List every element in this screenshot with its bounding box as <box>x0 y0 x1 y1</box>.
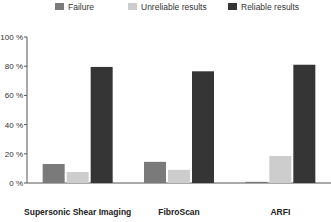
legend-label: Unreliable results <box>141 2 207 12</box>
y-tick-label: 100 % <box>0 33 23 42</box>
bar <box>144 162 166 183</box>
category-label: FibroScan <box>158 207 200 217</box>
y-tick-label: 0 % <box>9 179 23 188</box>
bars <box>43 65 316 183</box>
y-axis <box>27 37 28 183</box>
bar <box>245 182 267 183</box>
bar <box>168 170 190 183</box>
bar <box>91 67 113 183</box>
legend-swatch <box>128 3 137 10</box>
legend-swatch <box>228 3 237 10</box>
y-tick-label: 60 % <box>5 91 23 100</box>
legend-label: Failure <box>68 2 94 12</box>
y-tick-label: 80 % <box>5 62 23 71</box>
legend-label: Reliable results <box>241 2 299 12</box>
chart-svg: 0 % 20 % 40 % 60 % 80 % 100 % Supersonic Shear… <box>0 0 331 222</box>
category-label: ARFI <box>270 207 290 217</box>
bar <box>269 156 291 183</box>
y-tick-label: 20 % <box>5 150 23 159</box>
category-label: Supersonic Shear Imaging <box>24 207 131 217</box>
y-tick-label: 40 % <box>5 121 23 130</box>
bar <box>43 164 65 183</box>
chart-container: 0 % 20 % 40 % 60 % 80 % 100 % Supersonic Shear… <box>0 0 331 222</box>
legend-swatch <box>55 3 64 10</box>
bar <box>293 65 315 183</box>
bar <box>67 172 89 183</box>
bar <box>192 71 214 183</box>
